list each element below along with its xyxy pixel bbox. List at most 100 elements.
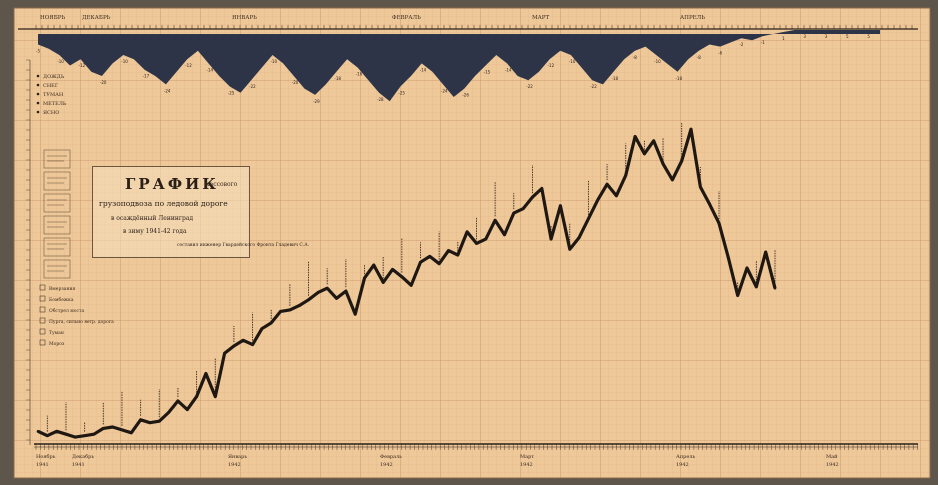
weather-legend: ДОЖДЬ СНЕГ ТУМАН МЕТЕЛЬ ЯСНО [36, 74, 67, 116]
bottom-month-year: 1941 [72, 462, 85, 468]
data-point [689, 127, 693, 131]
temperature-label: -1 [761, 40, 765, 45]
data-point [353, 312, 357, 316]
bottom-month-year: 1942 [520, 462, 533, 468]
temperature-label: -14 [420, 67, 427, 72]
top-month-labels: НОЯБРЬ ДЕКАБРЬ ЯНВАРЬ ФЕВРАЛЬ МАРТ АПРЕЛЬ [40, 15, 705, 21]
bottom-month-year: 1941 [36, 462, 49, 468]
event-legend-label: Обстрел моста [49, 307, 84, 314]
data-point [671, 178, 674, 182]
top-month-label: ФЕВРАЛЬ [392, 15, 421, 21]
monthly-totals-blocks [43, 149, 71, 279]
weather-legend-label: ДОЖДЬ [43, 74, 65, 80]
data-point [400, 275, 404, 278]
data-point [241, 338, 245, 342]
data-point [577, 236, 581, 239]
event-legend-label: Бомбежка [49, 296, 74, 303]
temperature-label: -8 [633, 55, 637, 60]
month-block [43, 149, 71, 169]
temperature-label: -24 [164, 88, 171, 93]
data-point [428, 255, 432, 258]
temperature-label: 3 [803, 34, 806, 39]
data-point [46, 434, 49, 437]
data-point [55, 430, 58, 433]
bottom-month-year: 1942 [380, 462, 393, 468]
data-point [549, 237, 553, 241]
weather-symbol [36, 83, 40, 87]
event-legend-label: Мороз [49, 341, 65, 347]
event-legend-label: Пурга, сильно ветр. дорога [49, 319, 114, 325]
data-point [363, 276, 366, 280]
data-point [129, 431, 133, 435]
data-point [447, 249, 450, 252]
data-point [232, 344, 236, 348]
data-point [391, 268, 394, 271]
data-point [456, 253, 460, 257]
data-point [615, 194, 618, 198]
temperature-label: -14 [505, 67, 512, 72]
event-symbol [39, 284, 46, 291]
data-point [717, 221, 721, 225]
temperature-label: -22 [249, 84, 256, 89]
temperature-label: -16 [356, 72, 363, 77]
temperature-label: -22 [526, 84, 533, 89]
data-point [596, 198, 600, 202]
data-point [195, 395, 198, 398]
title-box: ГРАФИК массового грузоподвоза по ледовой… [92, 166, 309, 258]
temperature-label: -12 [79, 63, 86, 68]
data-point [764, 250, 767, 254]
data-point [409, 284, 413, 287]
data-point [745, 266, 749, 270]
data-point [297, 304, 301, 307]
temperature-label: 1 [782, 36, 785, 41]
bottom-month-label: Апрель [676, 454, 695, 460]
chart-period: в зиму 1941-42 года [123, 228, 187, 235]
event-symbol [39, 306, 46, 313]
data-point [251, 343, 254, 346]
data-point [139, 418, 142, 422]
data-point [269, 321, 273, 325]
temperature-label: -17 [143, 74, 150, 79]
temperature-label: 5 [867, 34, 870, 39]
temperature-label: -5 [36, 49, 40, 54]
top-month-label: ЯНВАРЬ [232, 15, 257, 21]
data-point [531, 195, 534, 199]
data-point [213, 395, 217, 398]
bottom-month-label: Январь [228, 454, 247, 460]
data-point [419, 260, 422, 264]
temperature-label: -29 [313, 99, 320, 104]
event-legend-label: Вмерзания [49, 286, 75, 292]
data-point [307, 298, 310, 302]
chart-title-suffix: массового [205, 181, 238, 188]
bottom-month-year: 1942 [826, 462, 839, 468]
chart-subtitle: грузоподвоза по ледовой дороге [99, 199, 228, 208]
bottom-date-ticks [35, 444, 918, 450]
top-month-label: ДЕКАБРЬ [82, 15, 111, 21]
data-point [148, 421, 152, 424]
data-point [204, 372, 208, 375]
data-point [680, 159, 684, 163]
temperature-label: -25 [398, 91, 405, 96]
data-point [736, 294, 739, 297]
temperature-label: -25 [228, 91, 235, 96]
temperature-label: -18 [675, 76, 682, 81]
daily-freight-points [36, 127, 777, 439]
data-point [559, 204, 562, 208]
bottom-month-label: Май [826, 454, 838, 460]
data-point [223, 351, 226, 355]
month-block [43, 237, 71, 257]
weather-legend-label: ЯСНО [43, 110, 59, 116]
temperature-label: -24 [441, 88, 448, 93]
temperature-label: -26 [462, 93, 469, 98]
data-point [605, 182, 609, 186]
event-symbol [39, 295, 46, 302]
data-point [484, 237, 488, 241]
data-point [512, 211, 516, 215]
month-block [43, 259, 71, 279]
data-point [633, 135, 637, 138]
data-point [260, 327, 264, 331]
event-legend-label: Туман [49, 330, 64, 336]
temperature-label: -20 [292, 80, 299, 85]
weather-legend-label: СНЕГ [43, 83, 59, 89]
